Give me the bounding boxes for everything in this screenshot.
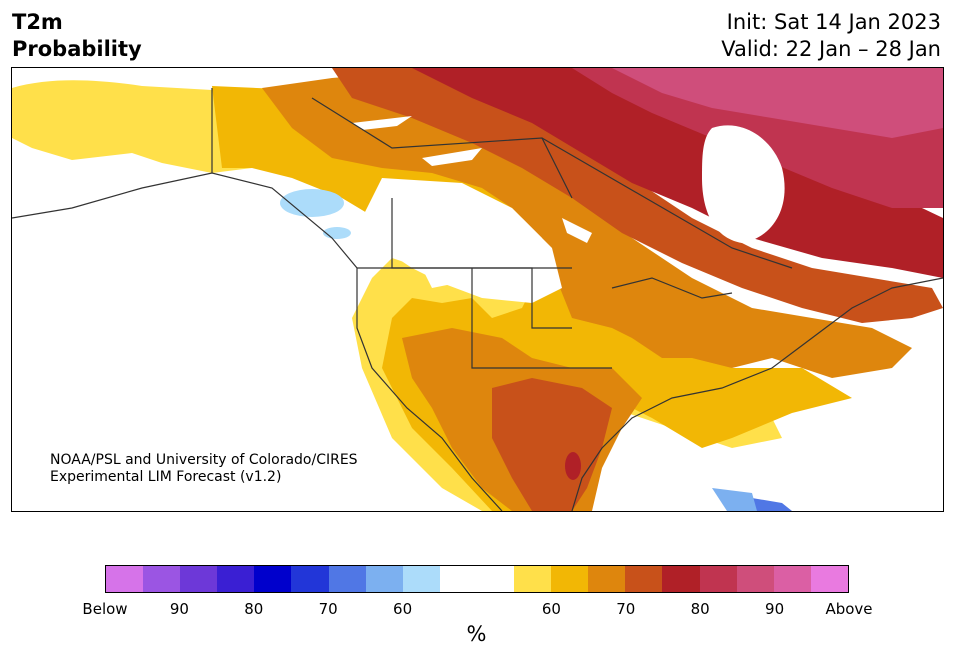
band-below-caribbean-light [712,488,757,511]
colorbar-unit-label: % [466,622,487,646]
colorbar-segment [736,566,774,592]
colorbar-segment [551,566,589,592]
band-below-60-b [323,227,351,239]
colorbar-segment [143,566,181,592]
colorbar-segment [773,566,811,592]
colorbar [105,565,849,593]
band-below-60 [280,189,344,217]
colorbar-segment [217,566,255,592]
colorbar-segment [402,566,440,592]
colorbar-segment [588,566,626,592]
colorbar-tick-label: 90 [765,600,785,618]
map-subtitle: Init: Sat 14 Jan 2023 Valid: 22 Jan – 28… [721,9,941,63]
colorbar-segment [625,566,663,592]
map-title: T2m Probability [12,9,142,63]
map-svg: NOAA/PSL and University of Colorado/CIRE… [12,68,943,511]
colorbar-segment [662,566,700,592]
colorbar-segment [291,566,329,592]
colorbar-tick-label: 80 [244,600,264,618]
credit-line-1: NOAA/PSL and University of Colorado/CIRE… [50,452,358,468]
colorbar-segment [180,566,218,592]
great-slave-lake [422,148,482,166]
no-signal-plains [362,178,562,303]
colorbar-segment [476,566,515,592]
colorbar-segment [439,566,477,592]
colorbar-segment [514,566,552,592]
hudson-bay [702,125,785,243]
colorbar-tick-label: 70 [616,600,636,618]
colorbar-segment [810,566,848,592]
borders [12,88,943,511]
title-line-2: Probability [12,37,142,61]
colorbar-segment [365,566,403,592]
lake-athabasca [352,116,412,130]
colorbar-tick-label: Above [825,600,873,618]
band-below-caribbean [752,498,792,511]
title-line-1: T2m [12,10,63,34]
colorbar-segment [699,566,737,592]
band-above-80-redorange [332,68,943,323]
colorbar-segment [328,566,366,592]
band-above-90 [612,68,943,138]
colorbar-ticks: Below 90 80 70 60 60 70 80 90 Above [0,600,953,620]
colorbar-segment [106,566,144,592]
band-above-80-texas [565,452,581,480]
credit-line-2: Experimental LIM Forecast (v1.2) [50,469,281,485]
init-date: Init: Sat 14 Jan 2023 [726,10,941,34]
probability-map: NOAA/PSL and University of Colorado/CIRE… [11,67,944,512]
colorbar-tick-label: 80 [690,600,710,618]
colorbar-tick-label: Below [82,600,128,618]
colorbar-tick-label: 60 [393,600,413,618]
valid-date: Valid: 22 Jan – 28 Jan [721,37,941,61]
colorbar-tick-label: 60 [541,600,561,618]
lake-winnipeg [562,218,592,243]
colorbar-tick-label: 90 [169,600,189,618]
band-above-70-orange [262,73,912,378]
colorbar-tick-label: 70 [318,600,338,618]
band-above-80 [412,68,943,278]
colorbar-segment [254,566,292,592]
